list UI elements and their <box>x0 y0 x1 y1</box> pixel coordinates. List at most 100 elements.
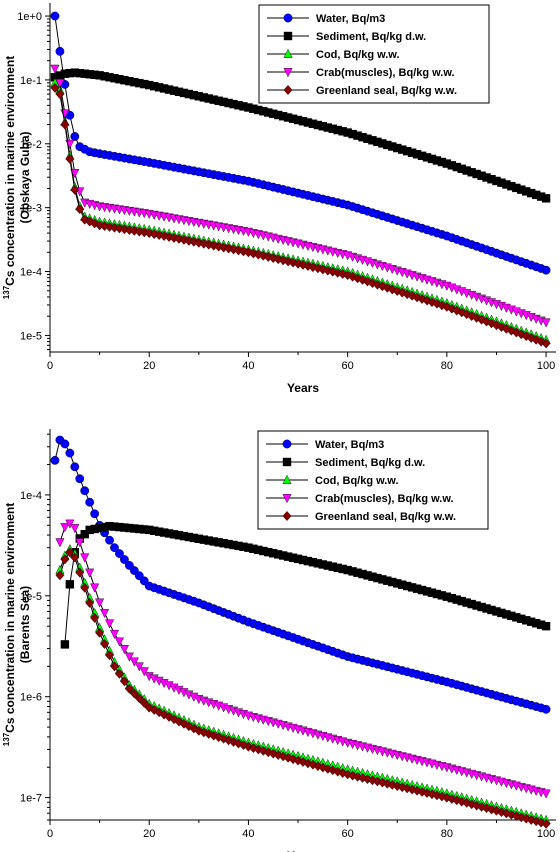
data-point <box>541 318 551 328</box>
data-point <box>70 169 80 179</box>
data-point <box>65 580 75 589</box>
data-point <box>482 173 491 182</box>
data-point <box>85 568 95 578</box>
x-tick-label: 100 <box>537 360 555 372</box>
data-point <box>70 184 80 195</box>
data-point <box>95 71 104 80</box>
data-point <box>492 607 501 616</box>
y-axis-label-location: (Obskaya Guba) <box>18 131 32 223</box>
data-point <box>313 120 323 130</box>
y-tick-label: 1e-1 <box>20 75 42 87</box>
data-point <box>407 148 417 157</box>
data-point <box>154 707 164 718</box>
x-tick-label: 40 <box>242 360 254 372</box>
data-point <box>313 559 323 568</box>
data-point <box>328 124 337 133</box>
data-point <box>363 134 372 143</box>
data-point <box>50 73 60 82</box>
data-point <box>462 797 472 808</box>
data-point <box>109 629 120 639</box>
y-axis-label: 137Cs concentration in marine environmen… <box>2 56 17 299</box>
y-tick-label: 1e-3 <box>20 203 42 215</box>
data-point <box>239 102 248 111</box>
legend-label: Water, Bq/m3 <box>316 13 385 25</box>
data-point <box>105 535 114 545</box>
data-point <box>447 793 457 804</box>
y-tick-label: 1e-7 <box>20 793 42 805</box>
data-point <box>437 791 447 802</box>
data-point <box>50 82 60 93</box>
data-point <box>75 474 85 484</box>
data-point <box>398 580 407 589</box>
legend-label: Sediment, Bq/kg d.w. <box>315 457 425 469</box>
data-point <box>378 139 387 148</box>
data-point <box>219 733 229 744</box>
legend-marker <box>282 457 292 467</box>
data-point <box>179 531 189 541</box>
data-point <box>541 789 551 799</box>
data-point <box>199 93 208 102</box>
data-point <box>194 534 204 543</box>
data-point <box>388 577 397 587</box>
data-point <box>269 549 278 558</box>
data-point <box>264 108 273 117</box>
data-point <box>174 531 184 540</box>
data-point <box>388 142 397 151</box>
data-point <box>501 808 511 819</box>
data-point <box>90 70 99 79</box>
data-point <box>70 524 80 534</box>
data-point <box>214 96 223 105</box>
data-point <box>278 112 288 121</box>
data-point <box>135 78 144 88</box>
y-axis-label-location: (Barents Sea) <box>18 586 32 663</box>
data-point <box>219 539 228 548</box>
series-1 <box>60 521 551 649</box>
data-point <box>119 645 129 655</box>
x-tick-label: 100 <box>537 828 555 840</box>
y-tick-label: 1e-2 <box>20 139 42 151</box>
data-point <box>100 72 109 81</box>
data-point <box>273 110 283 120</box>
data-point <box>482 604 491 613</box>
data-point <box>318 560 328 569</box>
data-point <box>338 564 347 574</box>
x-tick-label: 0 <box>47 360 53 372</box>
data-point <box>437 591 447 600</box>
data-point <box>531 619 541 628</box>
data-point <box>373 137 382 147</box>
data-point <box>70 552 80 563</box>
series-4 <box>50 82 551 349</box>
data-point <box>303 556 313 566</box>
data-point <box>204 536 213 545</box>
data-point <box>348 567 357 576</box>
data-point <box>219 97 228 107</box>
data-point <box>368 572 377 581</box>
data-point <box>367 775 377 786</box>
data-point <box>368 136 377 145</box>
data-point <box>85 597 95 608</box>
data-point <box>536 192 546 201</box>
data-point <box>283 113 293 122</box>
y-axis-label-main: Cs concentration in marine environment <box>3 503 17 733</box>
data-point <box>492 805 501 816</box>
data-point <box>422 153 432 162</box>
data-point <box>55 538 65 548</box>
data-point <box>541 621 551 631</box>
data-point <box>75 567 85 578</box>
data-point <box>343 565 352 575</box>
series-1 <box>50 68 551 203</box>
data-point <box>487 175 496 184</box>
data-point <box>521 813 531 824</box>
data-point <box>333 563 342 573</box>
data-point <box>516 812 526 823</box>
data-point <box>417 151 427 161</box>
data-point <box>75 68 84 78</box>
data-point <box>323 561 333 570</box>
data-point <box>80 553 90 563</box>
data-point <box>298 756 308 767</box>
legend-label: Greenland seal, Bq/kg w.w. <box>315 511 456 523</box>
data-point <box>164 529 174 538</box>
series-line <box>54 87 547 344</box>
data-point <box>114 668 124 679</box>
data-point <box>477 602 486 612</box>
